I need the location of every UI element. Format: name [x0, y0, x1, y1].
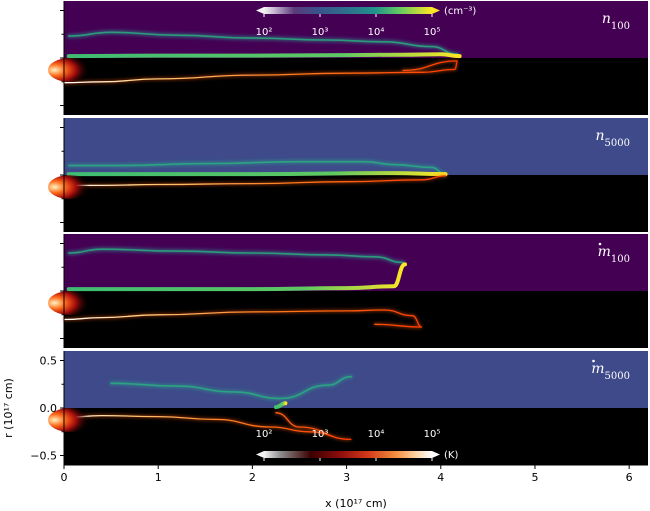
colorbar-unit: (K) — [444, 450, 458, 461]
colorbar-arrow-left — [256, 7, 264, 14]
panel-4: m5000 — [48, 351, 648, 465]
colorbar-tick-label: 10² — [256, 429, 273, 440]
panel-label: n5000 — [596, 128, 630, 149]
panel-label-dot — [598, 242, 602, 246]
x-tick-label: 0 — [61, 471, 68, 484]
x-tick-label: 5 — [531, 471, 538, 484]
colorbar-tick-label: 10⁴ — [368, 27, 385, 38]
colorbar-temperature: 10² 10³ 10⁴ 10⁵(K) — [256, 429, 458, 461]
colorbar-tick-label: 10⁴ — [368, 429, 385, 440]
density-shock-band — [66, 52, 462, 59]
panel-label: n100 — [602, 11, 630, 32]
density-background — [64, 234, 648, 291]
density-filament-core — [67, 31, 459, 55]
x-tick-label: 2 — [249, 471, 256, 484]
hot-spot — [48, 58, 92, 82]
colorbar-gradient — [264, 7, 432, 14]
hot-spot — [48, 291, 92, 315]
x-tick-label: 1 — [155, 471, 162, 484]
hot-spot — [48, 408, 92, 432]
x-tick-label: 6 — [626, 471, 633, 484]
panels: n100 n5000 m100 m5000 — [48, 1, 648, 465]
colorbar-tick-label: 10³ — [312, 429, 329, 440]
panel-label: m5000 — [591, 361, 630, 382]
y-tick-label: −0.5 — [30, 450, 57, 463]
y-tick-label: 0.0 — [40, 402, 58, 415]
density-shock-band — [273, 401, 288, 410]
temperature-background — [64, 291, 648, 348]
colorbar-gradient — [264, 451, 432, 458]
panel-2: n5000 — [48, 118, 648, 232]
panel-label-dot — [592, 359, 595, 363]
colorbar-arrow-left — [256, 451, 264, 458]
x-tick-label: 4 — [437, 471, 444, 484]
density-shock-band — [66, 262, 407, 292]
colorbar-tick-label: 10⁵ — [424, 27, 441, 38]
colorbar-tick-label: 10⁵ — [424, 429, 441, 440]
temperature-background — [64, 58, 648, 115]
density-shock-band — [66, 171, 448, 177]
colorbar-arrow-right — [432, 451, 440, 458]
hot-spot — [48, 175, 92, 199]
panel-1: n100 — [48, 1, 648, 115]
density-filament-core — [110, 375, 353, 400]
y-tick-label: 0.5 — [40, 355, 58, 368]
temperature-front — [63, 175, 447, 187]
colorbar-density: 10² 10³ 10⁴ 10⁵(cm⁻³) — [256, 6, 477, 38]
colorbar-tick-label: 10³ — [312, 27, 329, 38]
x-tick-label: 3 — [343, 471, 350, 484]
panel-label: m100 — [598, 244, 630, 265]
panel-3: m100 — [48, 234, 648, 348]
colorbar-unit: (cm⁻³) — [444, 6, 476, 17]
y-axis-title: r (10¹⁷ cm) — [2, 378, 15, 438]
colorbar-arrow-right — [432, 7, 440, 14]
temperature-front — [63, 412, 352, 441]
colorbar-tick-label: 10² — [256, 27, 273, 38]
temperature-front — [63, 60, 459, 84]
density-filament-core — [67, 248, 404, 264]
density-background — [64, 351, 648, 408]
density-filament-core — [67, 160, 447, 175]
x-axis-title: x (10¹⁷ cm) — [325, 497, 387, 510]
temperature-front — [63, 309, 423, 328]
